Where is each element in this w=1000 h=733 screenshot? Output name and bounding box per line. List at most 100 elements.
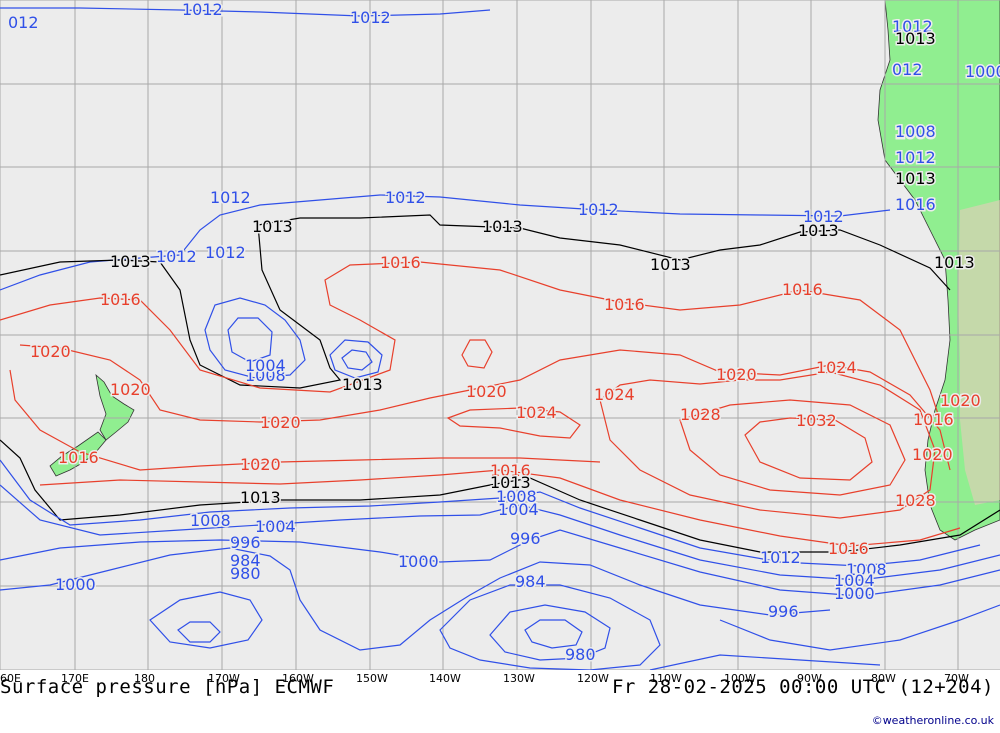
isobar-label: 1020 <box>260 413 301 432</box>
isobar-label: 1008 <box>496 487 537 506</box>
isobar-992-east <box>649 654 881 670</box>
isobar-label: 1012 <box>803 207 844 226</box>
isobar-label: 1008 <box>895 122 936 141</box>
lon-label: 100W <box>724 672 756 685</box>
isobar-1008-south <box>0 459 981 567</box>
isobar-label: 012 <box>892 60 923 79</box>
isobar-label: 1016 <box>58 448 99 467</box>
isobar-996-east <box>719 604 1000 651</box>
lon-label: 170W <box>208 672 240 685</box>
isobar-1028 <box>679 399 906 496</box>
isobar-label: 1016 <box>380 253 421 272</box>
isobar-label: 1004 <box>245 356 286 375</box>
isobar-label: 996 <box>510 529 541 548</box>
isobar-1008-low2 <box>341 349 373 371</box>
isobar-label: 1004 <box>498 500 539 519</box>
isobar-label: 1013 <box>342 375 383 394</box>
isobar-label: 1012 <box>350 8 391 27</box>
isobar-1004-south <box>0 484 1000 581</box>
isobar-label: 1012 <box>182 0 223 19</box>
lon-label: 170E <box>61 672 89 685</box>
isobar-label: 1004 <box>834 571 875 590</box>
isobar-label: 1016 <box>895 195 936 214</box>
isobar-1013-south <box>0 439 1000 553</box>
isobar-label: 1020 <box>30 342 71 361</box>
lon-label: 110W <box>650 672 682 685</box>
lon-label: 160W <box>282 672 314 685</box>
isobar-label: 1013 <box>798 221 839 240</box>
isobar-label: 1013 <box>934 253 975 272</box>
isobar-1012-north-2 <box>0 194 891 291</box>
land-new-zealand-south <box>49 431 107 477</box>
lon-label: 180 <box>134 672 155 685</box>
lon-label: 130W <box>503 672 535 685</box>
lon-label: 140W <box>429 672 461 685</box>
isobar-label: 1008 <box>190 511 231 530</box>
isobar-label: 1016 <box>782 280 823 299</box>
isobar-1008-low <box>204 297 306 379</box>
isobar-label: 1012 <box>895 148 936 167</box>
isobar-label: 1024 <box>594 385 635 404</box>
isobar-label: 1024 <box>516 403 557 422</box>
isobar-1013-north <box>0 214 951 389</box>
isobar-label: 1016 <box>604 295 645 314</box>
isobar-984-south <box>439 584 661 670</box>
isobar-label: 1020 <box>240 455 281 474</box>
isobar-label: 1020 <box>110 380 151 399</box>
isobar-label: 1032 <box>796 411 837 430</box>
isobar-1020-b <box>9 369 601 471</box>
isobar-label: 1012 <box>578 200 619 219</box>
isobar-label: 1012 <box>760 548 801 567</box>
isobar-996-south <box>0 547 831 651</box>
isobar-label: 1016 <box>828 539 869 558</box>
isobar-label: 1008 <box>895 123 936 142</box>
isobar-label: 1008 <box>245 366 286 385</box>
isobar-label: 984 <box>230 551 261 570</box>
isobar-label: 980 <box>565 645 596 664</box>
isobar-1020-cell <box>461 339 493 369</box>
isobar-980-west <box>149 591 263 649</box>
land-andes-strip <box>958 200 1000 505</box>
isobar-1012-low2 <box>329 339 383 379</box>
lon-label: 90W <box>797 672 822 685</box>
isobar-976-south <box>524 619 583 649</box>
isobar-label: 1020 <box>716 365 757 384</box>
isobar-label: 1012 <box>385 188 426 207</box>
isobar-label: 1013 <box>490 473 531 492</box>
isobar-label: 1012 <box>156 247 197 266</box>
isobar-label: 980 <box>230 564 261 583</box>
isobar-label: 1013 <box>895 29 936 48</box>
isobar-label: 1012 <box>892 17 933 36</box>
isobar-976-west <box>177 621 221 643</box>
isobar-label: 1020 <box>940 391 981 410</box>
isobar-label: 1000 <box>55 575 96 594</box>
isobar-label: 1020 <box>466 382 507 401</box>
isobar-label: 1004 <box>255 517 296 536</box>
isobar-1012-north <box>0 7 491 17</box>
isobar-label: 1013 <box>110 252 151 271</box>
isobar-label: 1008 <box>846 560 887 579</box>
isobar-label: 1012 <box>205 243 246 262</box>
land-new-zealand-north <box>95 373 135 441</box>
isobar-label: 1000 <box>834 584 875 603</box>
isobar-label: 984 <box>515 572 546 591</box>
credit-link[interactable]: ©weatheronline.co.uk <box>871 714 994 727</box>
isobar-label: 1016 <box>913 410 954 429</box>
isobar-label: 1020 <box>912 445 953 464</box>
isobar-label: 1013 <box>240 488 281 507</box>
isobar-1020-a <box>19 344 951 471</box>
isobar-label: 1013 <box>482 217 523 236</box>
isobar-label: 996 <box>230 533 261 552</box>
isobar-1004-low <box>227 317 273 363</box>
isobar-1016-b <box>39 469 961 547</box>
isobar-label: 012 <box>8 13 39 32</box>
lon-label: 80W <box>871 672 896 685</box>
isobar-1016-a <box>0 261 941 421</box>
isobar-980-south <box>489 604 611 661</box>
lon-label: 120W <box>577 672 609 685</box>
isobar-label: 1013 <box>895 169 936 188</box>
lat-lon-grid <box>0 0 1000 670</box>
isobar-label: 1013 <box>650 255 691 274</box>
